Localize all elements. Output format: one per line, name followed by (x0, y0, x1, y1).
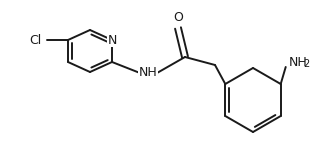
Text: Cl: Cl (29, 33, 41, 46)
Text: O: O (173, 11, 183, 24)
Text: NH: NH (139, 66, 157, 80)
Text: NH: NH (289, 56, 307, 69)
Text: N: N (107, 33, 117, 46)
Text: 2: 2 (304, 59, 310, 69)
